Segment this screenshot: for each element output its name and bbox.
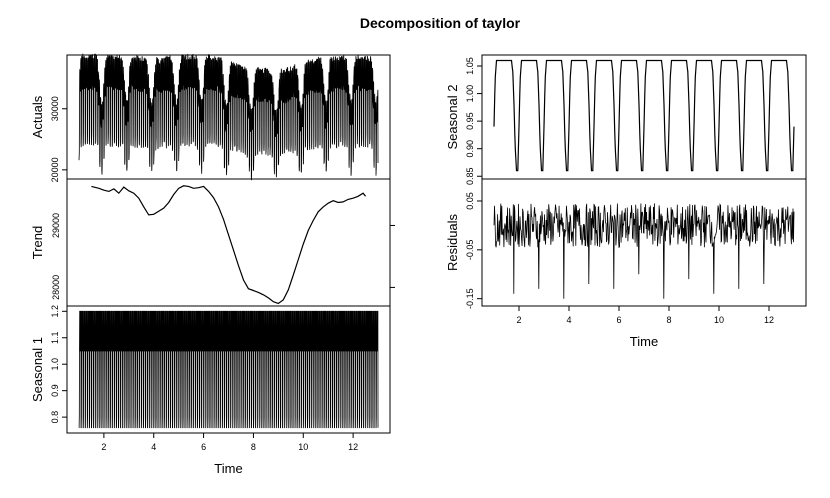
panel-frame xyxy=(66,178,391,307)
y-axis-label: Actuals xyxy=(30,95,45,138)
y-tick-label: 1.00 xyxy=(465,85,475,103)
y-axis-label: Trend xyxy=(30,226,45,259)
y-axis-label: Seasonal 2 xyxy=(445,84,460,149)
y-axis-label: Seasonal 1 xyxy=(30,337,45,402)
y-tick-label: 30000 xyxy=(50,96,60,121)
x-tick-label: 10 xyxy=(298,442,308,452)
x-tick-label: 2 xyxy=(516,315,521,325)
y-tick-label: 1.05 xyxy=(465,57,475,75)
y-tick-label: 0.85 xyxy=(465,167,475,185)
y-axis-label: Residuals xyxy=(445,213,460,271)
x-tick-label: 6 xyxy=(616,315,621,325)
x-tick-label: 4 xyxy=(151,442,156,452)
x-tick-label: 6 xyxy=(201,442,206,452)
panel-seasonal-1: 0.8 0.9 1.0 1.1 1.2 Seasonal 1 2 4 6 8 10 12 Time xyxy=(30,305,391,476)
x-axis-label: Time xyxy=(214,461,242,476)
panel-actuals: 20000 30000 Actuals xyxy=(30,53,391,182)
y-tick-label: 0.9 xyxy=(50,384,60,397)
panel-seasonal-2: 0.85 0.90 0.95 1.00 1.05 Seasonal 2 xyxy=(445,54,807,185)
y-tick-label: -0.05 xyxy=(465,240,475,261)
y-tick-label: -0.15 xyxy=(465,288,475,309)
y-tick-label: 1.0 xyxy=(50,358,60,371)
x-tick-label: 8 xyxy=(251,442,256,452)
panel-frame xyxy=(481,178,807,307)
series-line xyxy=(91,185,367,305)
chart-title: Decomposition of taylor xyxy=(360,15,521,31)
y-tick-label: 0.95 xyxy=(465,112,475,130)
x-tick-label: 4 xyxy=(566,315,571,325)
series-line xyxy=(78,310,379,429)
x-tick-label: 12 xyxy=(764,315,774,325)
series-line xyxy=(78,53,379,181)
series-line xyxy=(493,59,795,172)
y-tick-label: 1.1 xyxy=(50,331,60,344)
series-line xyxy=(493,203,795,299)
x-tick-label: 8 xyxy=(666,315,671,325)
panel-trend: 28000 29000 Trend xyxy=(30,178,395,307)
y-tick-label: 0.90 xyxy=(465,140,475,158)
x-tick-label: 12 xyxy=(348,442,358,452)
panel-residuals: -0.15 -0.05 0.05 Residuals 2 4 6 8 10 12 Time xyxy=(445,178,807,349)
panel-frame xyxy=(66,305,391,434)
y-tick-label: 0.05 xyxy=(465,192,475,210)
y-tick-label: 28000 xyxy=(51,275,61,300)
y-tick-label: 1.2 xyxy=(50,305,60,318)
x-tick-label: 2 xyxy=(101,442,106,452)
x-axis-label: Time xyxy=(630,334,658,349)
y-tick-label: 20000 xyxy=(50,157,60,182)
y-tick-label: 29000 xyxy=(51,213,61,238)
x-tick-label: 10 xyxy=(714,315,724,325)
y-tick-label: 0.8 xyxy=(50,411,60,424)
